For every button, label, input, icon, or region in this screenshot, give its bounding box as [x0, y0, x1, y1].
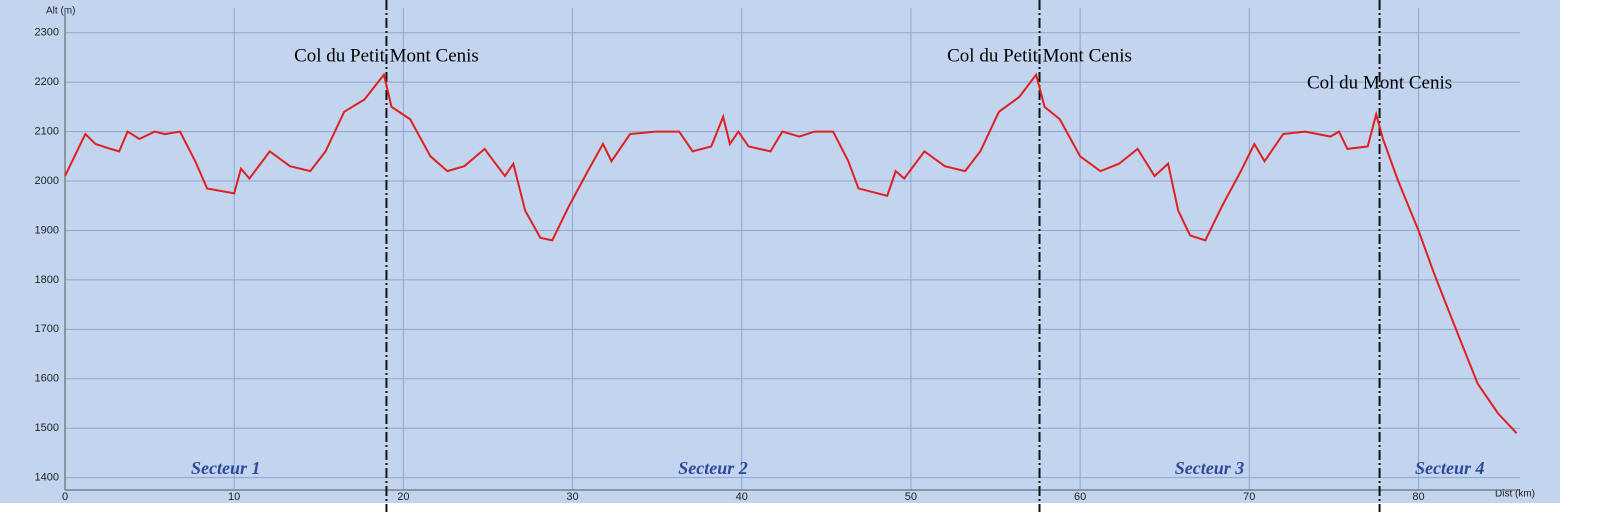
marker-label: Col du Petit Mont Cenis	[947, 45, 1132, 66]
sector-label: Secteur 2	[678, 458, 748, 478]
x-tick-label: 80	[1412, 491, 1424, 503]
y-tick-label: 1700	[35, 323, 59, 335]
marker-label: Col du Mont Cenis	[1307, 72, 1452, 93]
x-tick-label: 50	[905, 491, 917, 503]
sector-label: Secteur 4	[1415, 458, 1485, 478]
y-tick-label: 1900	[35, 224, 59, 236]
y-tick-label: 2000	[35, 175, 59, 187]
x-tick-label: 70	[1243, 491, 1255, 503]
x-tick-label: 20	[397, 491, 409, 503]
y-tick-label: 2300	[35, 27, 59, 39]
sector-label: Secteur 1	[191, 458, 261, 478]
y-tick-label: 2100	[35, 125, 59, 137]
marker-label: Col du Petit Mont Cenis	[294, 45, 479, 66]
y-tick-label: 2200	[35, 76, 59, 88]
y-tick-label: 1400	[35, 472, 59, 484]
x-tick-label: 10	[228, 491, 240, 503]
x-axis-label: Dist (km)	[1495, 489, 1535, 500]
x-tick-label: 30	[566, 491, 578, 503]
x-tick-label: 40	[736, 491, 748, 503]
x-tick-label: 0	[62, 491, 68, 503]
sector-label: Secteur 3	[1175, 458, 1245, 478]
elevation-line	[64, 72, 1518, 434]
y-tick-label: 1800	[35, 274, 59, 286]
y-tick-label: 1600	[35, 373, 59, 385]
x-tick-label: 60	[1074, 491, 1086, 503]
background	[0, 0, 1560, 503]
y-tick-label: 1500	[35, 422, 59, 434]
y-axis-label: Alt (m)	[46, 6, 75, 17]
